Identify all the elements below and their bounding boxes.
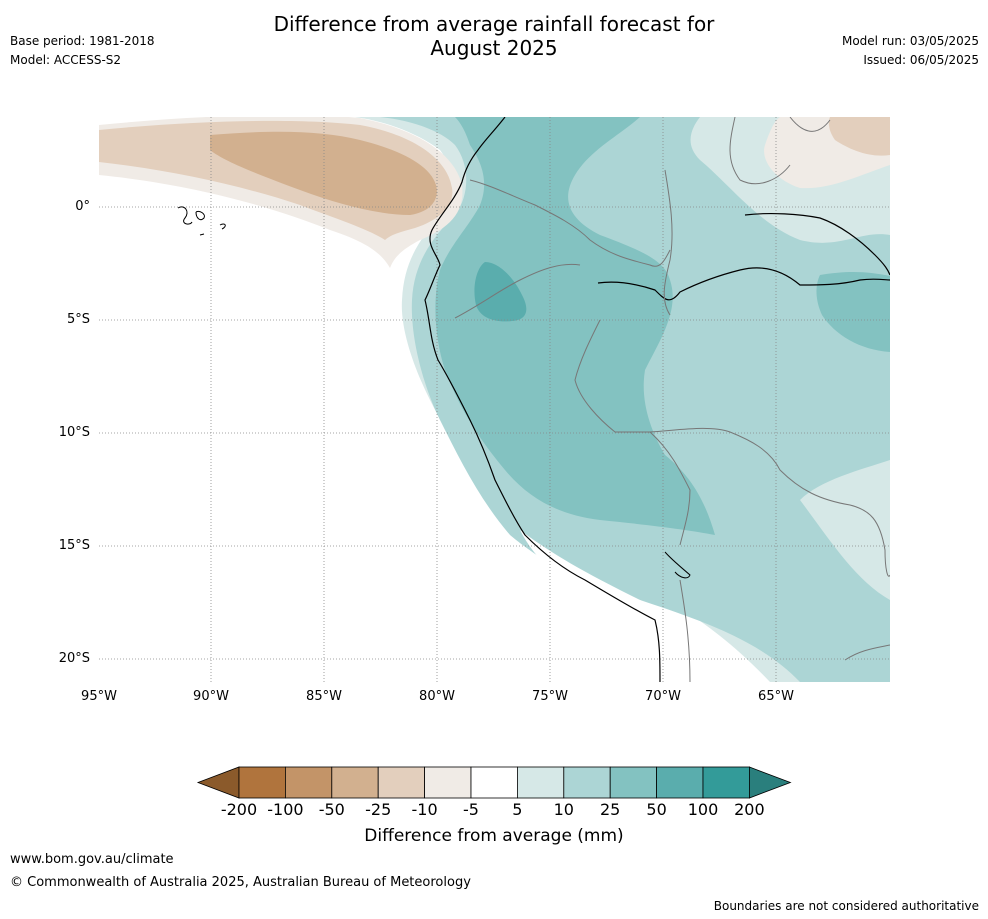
- lat-label-10s: 10°S: [58, 425, 90, 440]
- issued-date: Issued: 06/05/2025: [863, 53, 979, 67]
- colorbar-extend-low: [196, 766, 240, 799]
- right-metadata: Model run: 03/05/2025 Issued: 06/05/2025: [842, 32, 979, 70]
- amazon-river: [597, 267, 890, 301]
- lon-label-70w: 70°W: [645, 689, 681, 704]
- colorbar-tick-label: -25: [365, 800, 392, 819]
- lon-label-90w: 90°W: [193, 689, 229, 704]
- colorbar-title: Difference from average (mm): [364, 826, 624, 846]
- colorbar-tick-label: 5: [512, 800, 523, 819]
- colorbar-swatch: [702, 766, 750, 799]
- model-run: Model run: 03/05/2025: [841, 34, 979, 48]
- colorbar-tick-label: 100: [687, 800, 719, 819]
- north-coast: [744, 212, 890, 276]
- colorbar-tick-label: -50: [318, 800, 345, 819]
- lon-label-75w: 75°W: [532, 689, 568, 704]
- galapagos-islands: [177, 206, 226, 236]
- graticule: [99, 117, 890, 682]
- map-title: Difference from average rainfall forecas…: [0, 12, 988, 60]
- colorbar-tick-label: -100: [267, 800, 304, 819]
- colorbar-tick-label: 200: [734, 800, 765, 819]
- colorbar-tick-label: 10: [553, 800, 574, 819]
- footer-copyright: © Commonwealth of Australia 2025, Austra…: [10, 875, 471, 890]
- colorbar-swatch: [284, 766, 333, 799]
- colorbar-tick-label: 50: [646, 800, 667, 819]
- contour-dry-25: [210, 131, 437, 215]
- left-metadata: Base period: 1981-2018 Model: ACCESS-S2: [10, 32, 155, 70]
- colorbar-swatch: [609, 766, 658, 799]
- colorbar: [196, 766, 792, 799]
- colorbar-tick-label: -200: [220, 800, 258, 819]
- model-name: Model: ACCESS-S2: [10, 53, 122, 67]
- colorbar-tick-label: -10: [411, 800, 438, 819]
- colorbar-swatch: [470, 766, 518, 799]
- contour-50-100: [474, 262, 527, 322]
- colorbar-swatch: [517, 766, 565, 799]
- borders: [454, 117, 890, 682]
- map-contours: [99, 117, 890, 682]
- base-period: Base period: 1981-2018: [10, 34, 155, 48]
- titicaca: [664, 551, 691, 579]
- footer-url: www.bom.gov.au/climate: [10, 852, 174, 867]
- colorbar-tick-label: -5: [463, 800, 479, 819]
- colorbar-swatch: [424, 766, 472, 799]
- colorbar-swatch: [563, 766, 611, 799]
- colorbar-swatch: [238, 766, 286, 799]
- lat-label-15s: 15°S: [58, 538, 90, 553]
- lat-label-5s: 5°S: [66, 312, 90, 327]
- contour-25-50-east: [816, 272, 890, 352]
- lon-label-65w: 65°W: [758, 689, 794, 704]
- colorbar-extend-high: [749, 766, 792, 799]
- colorbar-swatch: [377, 766, 426, 799]
- colorbar-tick-label: 25: [600, 800, 621, 819]
- lon-label-85w: 85°W: [306, 689, 342, 704]
- title-line-2: August 2025: [430, 36, 558, 60]
- title-line-1: Difference from average rainfall forecas…: [273, 12, 715, 36]
- lat-label-20s: 20°S: [58, 651, 90, 666]
- footer-note: Boundaries are not considered authoritat…: [713, 899, 979, 913]
- contour-ne-dry-2: [828, 117, 890, 156]
- colorbar-swatch: [331, 766, 379, 799]
- lat-label-0: 0°: [75, 199, 90, 214]
- lon-label-95w: 95°W: [81, 689, 117, 704]
- colorbar-swatch: [656, 766, 704, 799]
- lon-label-80w: 80°W: [419, 689, 455, 704]
- coastline: [424, 117, 661, 682]
- contour-25-50: [435, 117, 715, 535]
